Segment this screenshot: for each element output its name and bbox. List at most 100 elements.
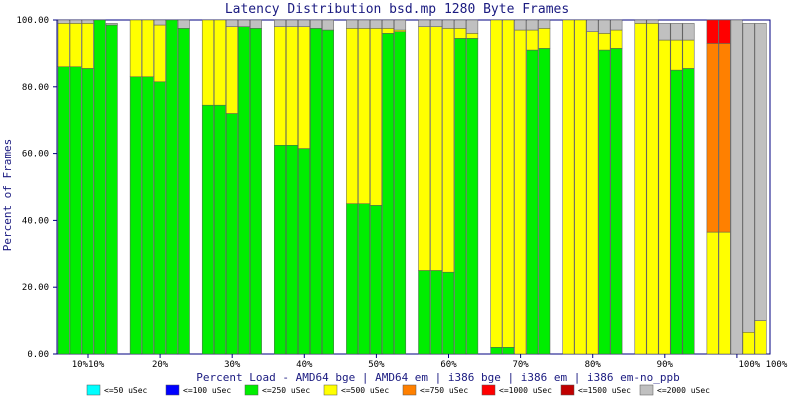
bar-segment <box>514 19 527 31</box>
bar-segment <box>634 19 647 24</box>
bar-segment <box>129 19 142 78</box>
legend-label: <=1500 uSec <box>578 386 631 395</box>
bar-segment <box>286 19 298 27</box>
bar-segment <box>57 23 70 68</box>
bar-segment <box>598 19 611 34</box>
y-tick-label: 0.00 <box>27 350 49 360</box>
bar-group-70pct <box>490 19 551 355</box>
y-tick-label: 20.00 <box>22 283 49 293</box>
legend-swatch <box>323 384 338 396</box>
bar-group-10pct <box>57 19 118 355</box>
bar-segment <box>105 23 118 26</box>
bar-segment <box>442 19 455 29</box>
bar-segment <box>153 19 166 26</box>
bar-segment <box>706 19 719 44</box>
bar-segment <box>298 26 310 149</box>
bar-group-30pct <box>201 19 262 355</box>
bar-segment <box>586 19 599 32</box>
x-tick-label: 20% <box>152 360 169 370</box>
chart-title: Latency Distribution bsd.mp 1280 Byte Fr… <box>225 2 569 17</box>
bar-segment <box>129 76 142 355</box>
bar-segment <box>610 29 623 49</box>
bar-segment <box>370 205 383 355</box>
bar-segment <box>358 28 371 204</box>
legend-swatch <box>639 384 654 396</box>
legend-swatch <box>86 384 101 396</box>
bar-segment <box>358 203 371 355</box>
bar-segment <box>706 231 719 355</box>
bar-segment <box>610 48 623 355</box>
bar-segment <box>574 19 587 355</box>
bar-segment <box>718 43 731 233</box>
legend-label: <=2000 uSec <box>657 386 710 395</box>
legend-item: <=2000 uSec <box>639 384 710 396</box>
bar-segment <box>682 39 695 69</box>
legend-label: <=50 uSec <box>104 386 148 395</box>
bar-segment <box>394 19 407 31</box>
bar-segment <box>286 145 298 355</box>
bar-segment <box>249 28 262 355</box>
bar-segment <box>466 33 479 39</box>
bar-segment <box>730 19 743 355</box>
bar-segment <box>346 203 359 355</box>
bar-segment <box>442 271 455 355</box>
bar-segment <box>562 19 575 355</box>
bar-segment <box>394 31 407 355</box>
bar-segment <box>141 76 154 355</box>
bar-segment <box>742 332 755 355</box>
legend-label: <=100 uSec <box>183 386 231 395</box>
bar-segment <box>382 28 395 34</box>
bar-segment <box>466 38 479 355</box>
bar-segment <box>538 48 551 355</box>
bar-group-100pct <box>706 19 767 355</box>
bar-segment <box>742 23 755 333</box>
legend-label: <=1000 uSec <box>499 386 552 395</box>
bar-segment <box>418 26 431 271</box>
bar-segment <box>346 19 359 29</box>
bar-segment <box>706 43 719 233</box>
bar-segment <box>418 270 431 355</box>
bar-segment <box>370 28 383 206</box>
bar-group-50pct <box>346 19 407 355</box>
x-axis-title: Percent Load - AMD64 bge | AMD64 em | i3… <box>196 371 679 384</box>
x-axis-ticks: 10%10% 20% 30% 40% 50% 60% 70% 80% 90% 100% 100% <box>72 354 788 370</box>
legend-swatch <box>560 384 575 396</box>
bar-segment <box>670 39 683 71</box>
legend-swatch <box>244 384 259 396</box>
y-tick-label: 40.00 <box>22 216 49 226</box>
bar-segment <box>658 39 671 355</box>
bar-segment <box>201 104 214 355</box>
bar-segment <box>213 104 226 355</box>
y-tick-label: 100.00 <box>16 16 49 26</box>
bar-segment <box>754 320 767 355</box>
bar-segment <box>69 19 82 24</box>
bar-segment <box>538 28 551 49</box>
bar-segment <box>177 28 190 355</box>
bar-segment <box>81 23 94 69</box>
bar-segment <box>658 23 671 41</box>
bar-segment <box>249 19 262 29</box>
bar-segment <box>586 31 599 355</box>
legend-swatch <box>402 384 417 396</box>
bar-segment <box>610 19 623 31</box>
bar-segment <box>466 19 479 34</box>
bar-segment <box>682 68 695 355</box>
bar-segment <box>526 19 539 31</box>
x-tick-label: 100% 100% <box>739 360 788 370</box>
bar-segment <box>274 145 286 355</box>
x-tick-label: 10%10% <box>72 360 105 370</box>
bar-segment <box>754 23 767 321</box>
bar-segment <box>526 29 539 51</box>
bar-segment <box>670 69 683 355</box>
bar-segment <box>394 29 407 32</box>
bar-segment <box>634 23 647 355</box>
bar-segment <box>490 19 503 348</box>
bar-segment <box>213 19 226 106</box>
bar-segment <box>310 19 322 29</box>
bar-segment <box>274 19 286 27</box>
bar-segment <box>81 19 94 24</box>
legend-item: <=750 uSec <box>402 384 468 396</box>
legend-item: <=500 uSec <box>323 384 389 396</box>
bar-segment <box>358 19 371 29</box>
